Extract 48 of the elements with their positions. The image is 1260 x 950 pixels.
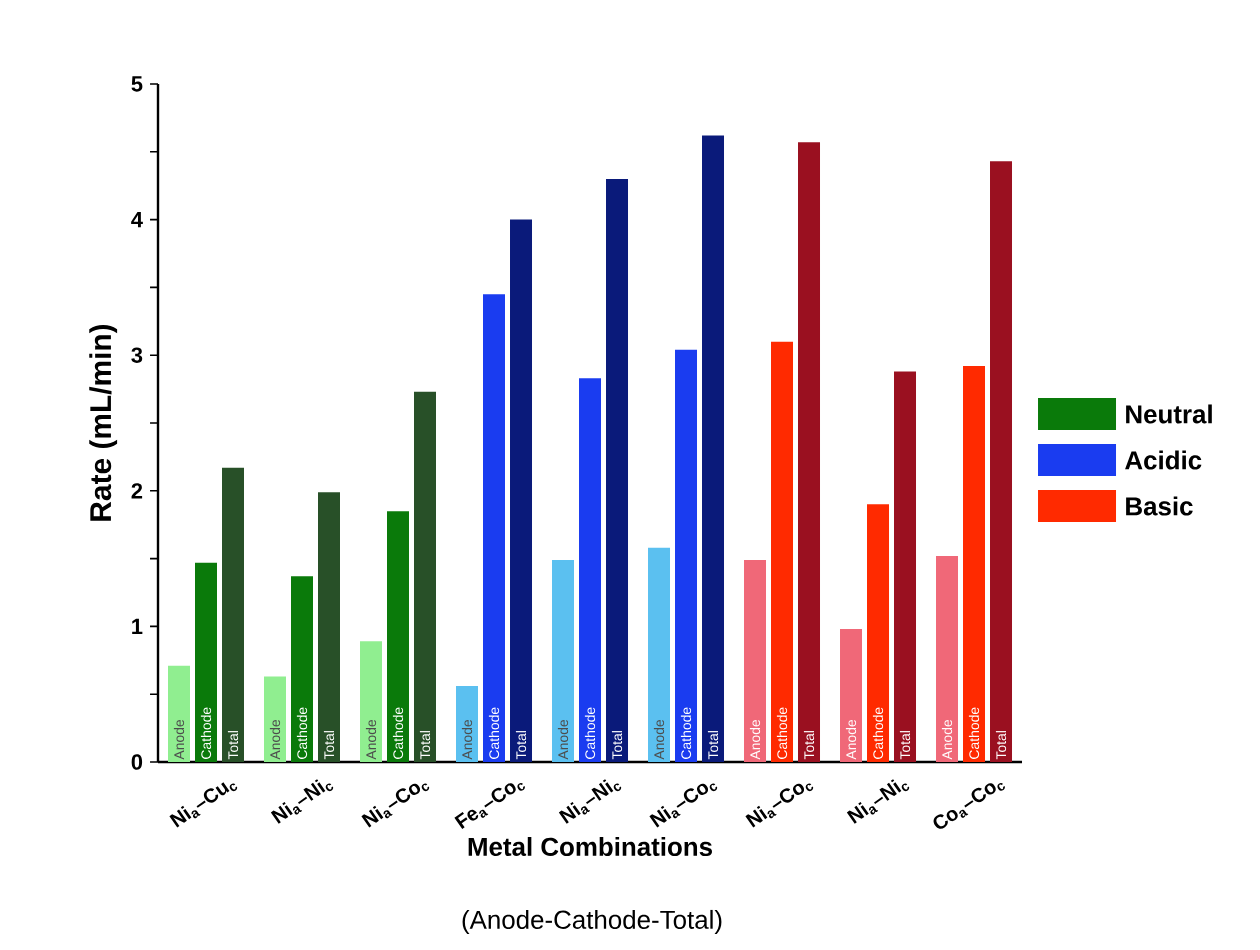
bar [483,294,505,762]
x-tick-label: Ni$_{a}$–Ni$_{c}$ [270,779,334,824]
bar [195,562,217,762]
bar [291,576,313,762]
bar [990,161,1013,762]
bar [771,341,794,762]
bar [606,178,629,762]
x-tick-label: Co$_{a}$–Co$_{c}$ [933,783,1005,829]
bar [744,559,767,762]
bar [387,511,409,762]
bar [360,641,382,762]
bar [414,391,436,762]
bar [840,629,863,762]
y-tick-label: 2 [131,483,143,499]
bar [552,559,575,762]
x-tick-label: Ni$_{a}$–Co$_{c}$ [361,783,430,828]
y-tick-label: 0 [131,754,143,770]
text: Acidic [1125,450,1202,470]
bar [579,378,602,762]
text: (Anode-Cathode-Total) [462,909,722,935]
bar [510,219,533,762]
x-tick-label: Ni$_{a}$–Ni$_{c}$ [558,779,622,824]
bar [222,467,244,762]
y-tick-label: 1 [132,618,143,634]
bar [798,142,821,762]
y-tick-label: 5 [131,76,143,92]
bar [963,366,986,762]
x-tick-label: Ni$_{a}$–Ni$_{c}$ [846,779,910,824]
y-tick-label: 4 [131,212,143,228]
bar [675,349,698,762]
text: Neutral [1126,404,1212,424]
x-tick-label: Ni$_{a}$–Co$_{c}$ [649,783,718,828]
x-tick-label: Ni$_{a}$–Co$_{c}$ [745,783,814,828]
text: Basic [1126,496,1193,516]
bar [456,686,478,762]
bar [936,555,959,762]
bar [702,135,725,762]
x-tick-label: Ni$_{a}$–Cu$_{c}$ [169,782,238,828]
x-axis-title: Metal Combinations [468,837,712,857]
bar [648,547,671,762]
bar [318,492,340,762]
bar [168,665,190,762]
y-tick-label: 3 [131,347,143,363]
x-tick-label: Fe$_{a}$–Co$_{c}$ [454,783,525,829]
bar [894,371,917,762]
y-axis-title: Rate (mL/min) [89,324,118,521]
bar [867,504,890,762]
bar [264,676,286,762]
